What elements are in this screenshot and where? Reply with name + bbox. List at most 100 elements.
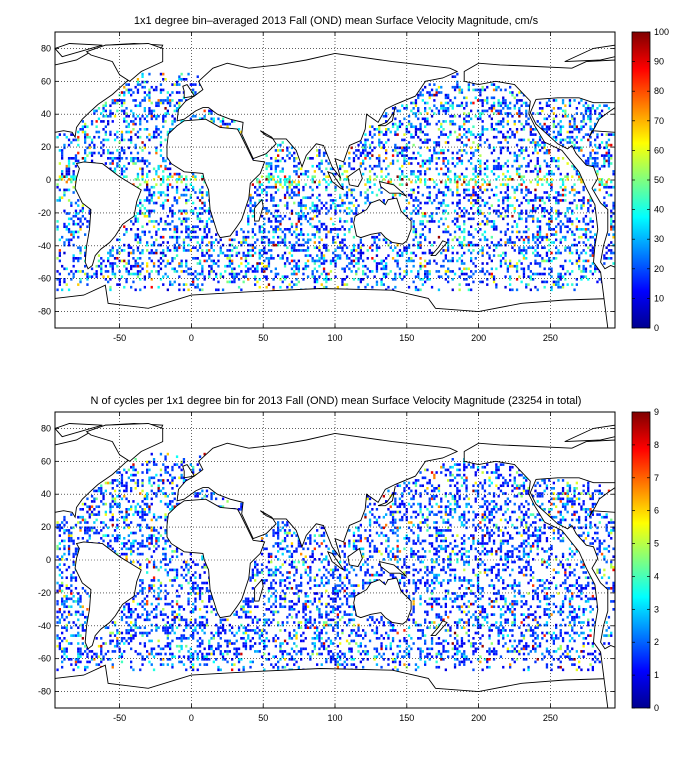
data-bin bbox=[527, 246, 530, 250]
data-bin bbox=[120, 149, 124, 152]
data-bin bbox=[534, 167, 537, 171]
data-bin bbox=[182, 283, 186, 286]
data-bin bbox=[309, 217, 312, 221]
data-bin bbox=[527, 652, 530, 656]
data-bin bbox=[251, 183, 254, 186]
data-bin bbox=[424, 660, 427, 664]
data-bin bbox=[320, 283, 323, 286]
data-bin bbox=[295, 172, 298, 176]
data-bin bbox=[481, 280, 484, 284]
data-bin bbox=[559, 660, 562, 664]
data-bin bbox=[442, 133, 445, 136]
data-bin bbox=[150, 209, 153, 213]
data-bin bbox=[334, 275, 337, 279]
data-bin bbox=[67, 143, 71, 147]
data-bin bbox=[281, 157, 284, 160]
data-bin bbox=[185, 270, 188, 273]
data-bin bbox=[504, 230, 507, 234]
data-bin bbox=[467, 658, 470, 661]
data-bin bbox=[146, 199, 149, 202]
data-bin bbox=[453, 272, 457, 276]
data-bin bbox=[502, 201, 505, 205]
data-bin bbox=[185, 209, 188, 213]
data-bin bbox=[279, 228, 282, 231]
data-bin bbox=[67, 157, 71, 160]
data-bin bbox=[58, 259, 61, 263]
data-bin bbox=[267, 185, 271, 189]
data-bin bbox=[481, 246, 484, 250]
data-bin bbox=[148, 162, 151, 165]
data-bin bbox=[561, 285, 565, 289]
data-bin bbox=[297, 167, 300, 171]
data-bin bbox=[490, 83, 493, 86]
data-bin bbox=[228, 280, 231, 284]
data-bin bbox=[72, 243, 75, 247]
data-bin bbox=[421, 159, 424, 163]
data-bin bbox=[143, 91, 146, 94]
data-bin bbox=[357, 157, 360, 160]
data-bin bbox=[164, 167, 167, 171]
data-bin bbox=[148, 133, 151, 136]
data-bin bbox=[492, 104, 496, 108]
data-bin bbox=[536, 151, 539, 155]
data-bin bbox=[463, 180, 466, 184]
data-bin bbox=[403, 162, 406, 165]
data-bin bbox=[442, 172, 445, 176]
data-bin bbox=[313, 233, 316, 236]
data-bin bbox=[561, 157, 565, 160]
data-bin bbox=[70, 178, 73, 181]
data-bin bbox=[244, 270, 248, 273]
data-bin bbox=[205, 655, 209, 659]
data-bin bbox=[453, 175, 457, 179]
data-bin bbox=[313, 175, 316, 179]
data-bin bbox=[274, 157, 277, 160]
data-bin bbox=[603, 201, 606, 205]
data-bin bbox=[470, 257, 473, 260]
data-bin bbox=[58, 178, 61, 181]
coastline bbox=[430, 240, 448, 257]
data-bin bbox=[120, 259, 124, 263]
data-bin bbox=[155, 88, 158, 92]
data-bin bbox=[548, 114, 551, 118]
data-bin bbox=[221, 243, 225, 247]
data-bin bbox=[111, 112, 114, 115]
data-bin bbox=[254, 185, 257, 189]
data-bin bbox=[297, 233, 300, 236]
data-bin bbox=[157, 164, 160, 168]
data-bin bbox=[430, 212, 434, 215]
data-bin bbox=[74, 212, 78, 215]
data-bin bbox=[518, 109, 521, 113]
data-bin bbox=[490, 259, 493, 263]
data-bin bbox=[201, 185, 204, 189]
data-bin bbox=[157, 133, 160, 136]
data-bin bbox=[185, 185, 188, 189]
data-bin bbox=[233, 246, 236, 250]
data-bin bbox=[332, 228, 335, 231]
data-bin bbox=[564, 235, 567, 239]
data-bin bbox=[90, 275, 94, 279]
data-bin bbox=[463, 267, 466, 271]
data-bin bbox=[258, 183, 261, 186]
data-bin bbox=[470, 288, 473, 292]
data-bin bbox=[499, 259, 503, 263]
data-bin bbox=[329, 228, 333, 231]
data-bin bbox=[111, 272, 114, 276]
data-bin bbox=[414, 114, 418, 118]
data-bin bbox=[405, 104, 408, 108]
data-bin bbox=[428, 228, 431, 231]
data-bin bbox=[65, 180, 68, 184]
data-bin bbox=[139, 135, 142, 139]
data-bin bbox=[536, 254, 539, 257]
data-bin bbox=[412, 151, 415, 155]
data-bin bbox=[159, 164, 163, 168]
data-bin bbox=[260, 230, 264, 234]
data-bin bbox=[525, 235, 528, 239]
data-bin bbox=[97, 107, 101, 110]
cycles-map-panel: N of cycles per 1x1 degree bin for 2013 … bbox=[38, 395, 659, 723]
data-bin bbox=[332, 241, 335, 244]
data-bin bbox=[244, 238, 248, 242]
y-tick-label: -40 bbox=[38, 241, 51, 251]
data-bin bbox=[205, 251, 209, 255]
data-bin bbox=[109, 114, 112, 118]
data-bin bbox=[435, 93, 438, 97]
